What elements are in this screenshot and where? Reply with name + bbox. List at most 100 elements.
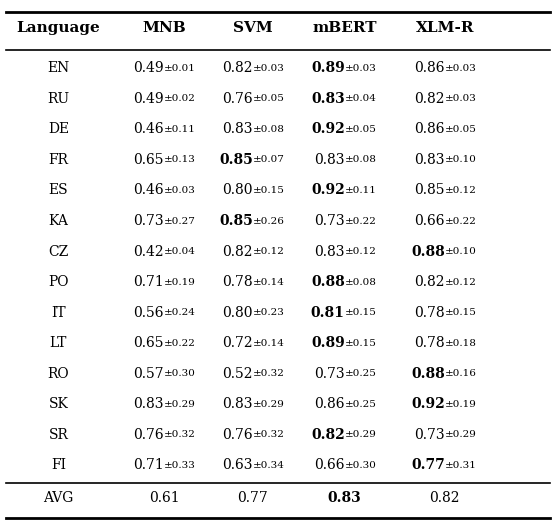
- Text: ±0.10: ±0.10: [445, 155, 476, 164]
- Text: ±0.03: ±0.03: [345, 64, 376, 73]
- Text: ±0.30: ±0.30: [164, 369, 196, 378]
- Text: ±0.32: ±0.32: [253, 369, 285, 378]
- Text: 0.66: 0.66: [414, 214, 445, 228]
- Text: ±0.14: ±0.14: [253, 339, 285, 348]
- Text: 0.86: 0.86: [314, 398, 345, 411]
- Text: 0.89: 0.89: [311, 336, 345, 350]
- Text: 0.52: 0.52: [222, 367, 253, 381]
- Text: 0.56: 0.56: [133, 306, 164, 320]
- Text: 0.65: 0.65: [133, 336, 164, 350]
- Text: 0.81: 0.81: [311, 306, 345, 320]
- Text: 0.77: 0.77: [411, 458, 445, 472]
- Text: ±0.12: ±0.12: [253, 247, 285, 256]
- Text: 0.85: 0.85: [219, 214, 253, 228]
- Text: 0.65: 0.65: [133, 153, 164, 167]
- Text: ±0.03: ±0.03: [253, 64, 285, 73]
- Text: 0.73: 0.73: [314, 214, 345, 228]
- Text: ±0.12: ±0.12: [445, 186, 476, 195]
- Text: 0.86: 0.86: [414, 61, 445, 75]
- Text: 0.73: 0.73: [314, 367, 345, 381]
- Text: LT: LT: [49, 336, 67, 350]
- Text: SVM: SVM: [233, 21, 273, 36]
- Text: ±0.04: ±0.04: [345, 94, 376, 103]
- Text: 0.77: 0.77: [237, 491, 269, 505]
- Text: ±0.29: ±0.29: [345, 430, 376, 439]
- Text: 0.61: 0.61: [148, 491, 180, 505]
- Text: 0.89: 0.89: [311, 61, 345, 75]
- Text: ±0.15: ±0.15: [253, 186, 285, 195]
- Text: PO: PO: [48, 275, 68, 289]
- Text: 0.82: 0.82: [414, 275, 445, 289]
- Text: 0.83: 0.83: [314, 153, 345, 167]
- Text: 0.49: 0.49: [133, 92, 164, 106]
- Text: ±0.29: ±0.29: [445, 430, 476, 439]
- Text: ±0.23: ±0.23: [253, 308, 285, 317]
- Text: MNB: MNB: [142, 21, 186, 36]
- Text: 0.73: 0.73: [133, 214, 164, 228]
- Text: ±0.32: ±0.32: [253, 430, 285, 439]
- Text: 0.72: 0.72: [222, 336, 253, 350]
- Text: mBERT: mBERT: [312, 21, 377, 36]
- Text: 0.83: 0.83: [311, 92, 345, 106]
- Text: ±0.04: ±0.04: [164, 247, 196, 256]
- Text: 0.49: 0.49: [133, 61, 164, 75]
- Text: 0.66: 0.66: [314, 458, 345, 472]
- Text: FI: FI: [51, 458, 66, 472]
- Text: ±0.12: ±0.12: [445, 278, 476, 287]
- Text: ±0.15: ±0.15: [345, 308, 376, 317]
- Text: ±0.03: ±0.03: [164, 186, 196, 195]
- Text: 0.86: 0.86: [414, 122, 445, 136]
- Text: ±0.22: ±0.22: [164, 339, 196, 348]
- Text: 0.76: 0.76: [222, 92, 253, 106]
- Text: 0.88: 0.88: [411, 367, 445, 381]
- Text: 0.88: 0.88: [311, 275, 345, 289]
- Text: 0.73: 0.73: [414, 428, 445, 442]
- Text: 0.82: 0.82: [414, 92, 445, 106]
- Text: 0.92: 0.92: [311, 122, 345, 136]
- Text: ±0.25: ±0.25: [345, 369, 376, 378]
- Text: 0.83: 0.83: [414, 153, 445, 167]
- Text: 0.82: 0.82: [222, 244, 253, 259]
- Text: 0.63: 0.63: [222, 458, 253, 472]
- Text: ±0.02: ±0.02: [164, 94, 196, 103]
- Text: ±0.14: ±0.14: [253, 278, 285, 287]
- Text: ±0.22: ±0.22: [445, 217, 476, 226]
- Text: 0.46: 0.46: [133, 183, 164, 198]
- Text: 0.46: 0.46: [133, 122, 164, 136]
- Text: 0.57: 0.57: [133, 367, 164, 381]
- Text: ±0.34: ±0.34: [253, 461, 285, 470]
- Text: RU: RU: [47, 92, 70, 106]
- Text: ±0.22: ±0.22: [345, 217, 376, 226]
- Text: CZ: CZ: [48, 244, 68, 259]
- Text: ±0.29: ±0.29: [253, 400, 285, 409]
- Text: KA: KA: [48, 214, 68, 228]
- Text: 0.83: 0.83: [222, 398, 253, 411]
- Text: EN: EN: [47, 61, 70, 75]
- Text: ±0.10: ±0.10: [445, 247, 476, 256]
- Text: 0.71: 0.71: [133, 275, 164, 289]
- Text: ±0.31: ±0.31: [445, 461, 476, 470]
- Text: ±0.16: ±0.16: [445, 369, 476, 378]
- Text: 0.92: 0.92: [411, 398, 445, 411]
- Text: AVG: AVG: [43, 491, 73, 505]
- Text: 0.80: 0.80: [222, 306, 253, 320]
- Text: ±0.05: ±0.05: [345, 125, 376, 134]
- Text: 0.82: 0.82: [222, 61, 253, 75]
- Text: 0.92: 0.92: [311, 183, 345, 198]
- Text: RO: RO: [48, 367, 69, 381]
- Text: ±0.12: ±0.12: [345, 247, 376, 256]
- Text: 0.78: 0.78: [414, 336, 445, 350]
- Text: ±0.03: ±0.03: [445, 94, 476, 103]
- Text: ±0.26: ±0.26: [253, 217, 285, 226]
- Text: ±0.30: ±0.30: [345, 461, 376, 470]
- Text: ±0.15: ±0.15: [445, 308, 476, 317]
- Text: ±0.07: ±0.07: [253, 155, 285, 164]
- Text: ±0.11: ±0.11: [164, 125, 196, 134]
- Text: 0.83: 0.83: [314, 244, 345, 259]
- Text: ±0.01: ±0.01: [164, 64, 196, 73]
- Text: ±0.27: ±0.27: [164, 217, 196, 226]
- Text: ±0.08: ±0.08: [253, 125, 285, 134]
- Text: ±0.19: ±0.19: [445, 400, 476, 409]
- Text: ±0.25: ±0.25: [345, 400, 376, 409]
- Text: 0.80: 0.80: [222, 183, 253, 198]
